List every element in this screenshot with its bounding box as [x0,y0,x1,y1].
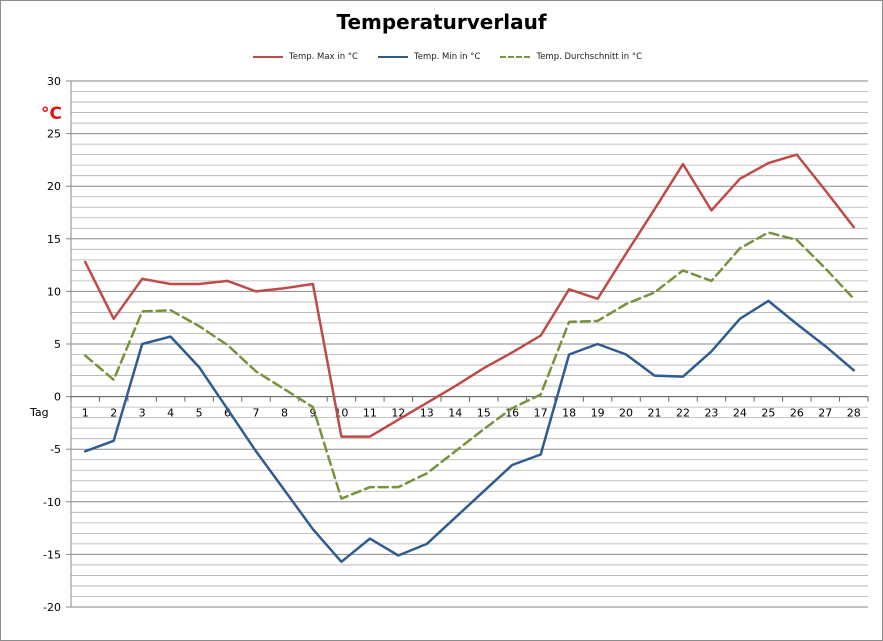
legend-item-avg: Temp. Durchschnitt in °C [500,52,642,62]
legend-label-min: Temp. Min in °C [413,52,481,62]
x-tick-label: 1 [82,407,89,420]
y-tick-label: 15 [47,233,61,246]
x-tick-label: 23 [704,407,718,420]
series-line-min [83,299,856,564]
x-axis-name: Tag [30,406,49,419]
x-tick-label: 8 [281,407,288,420]
legend-swatch-min [377,56,408,58]
x-tick-label: 3 [139,407,146,420]
x-tick-label: 24 [733,407,747,420]
x-tick-label: 4 [167,407,174,420]
x-tick-label: 6 [224,407,231,420]
y-tick-label: -10 [43,496,61,509]
x-tick-label: 13 [420,407,434,420]
x-tick-label: 20 [619,407,633,420]
x-tick-label: 17 [534,407,548,420]
x-tick-label: 11 [363,407,377,420]
y-tick-label: 20 [47,180,61,193]
y-tick-label: -15 [43,548,61,561]
legend-swatch-avg [500,56,531,58]
y-tick-label: -5 [50,443,61,456]
y-tick-label: 0 [54,391,61,404]
x-tick-label: 19 [591,407,605,420]
series-line-avg [83,231,856,500]
y-axis-unit: °C [41,104,62,124]
chart-title: Temperaturverlauf [336,10,547,34]
y-tick-label: 5 [54,338,61,351]
y-tick-label: 10 [47,285,61,298]
x-tick-label: 5 [196,407,203,420]
y-tick-label: 25 [47,128,61,141]
x-tick-label: 7 [253,407,260,420]
x-tick-label: 18 [562,407,576,420]
legend-swatch-max [253,56,283,58]
x-tick-label: 21 [648,407,662,420]
x-tick-label: 2 [110,407,117,420]
x-tick-label: 22 [676,407,690,420]
legend-item-max: Temp. Max in °C [253,52,358,62]
x-tick-label: 26 [790,407,804,420]
legend-item-min: Temp. Min in °C [377,52,481,62]
x-tick-label: 14 [448,407,462,420]
y-tick-label: 30 [47,75,61,88]
x-tick-label: 25 [761,407,775,420]
legend-label-max: Temp. Max in °C [289,52,358,62]
x-tick-label: 15 [477,407,491,420]
series-line-max [83,153,856,438]
y-tick-label: -20 [43,601,61,614]
legend-label-avg: Temp. Durchschnitt in °C [536,52,643,62]
x-tick-label: 9 [309,407,316,420]
x-tick-label: 27 [818,407,832,420]
legend: Temp. Max in °C Temp. Min in °C Temp. Du… [253,50,642,64]
x-tick-label: 28 [847,407,861,420]
